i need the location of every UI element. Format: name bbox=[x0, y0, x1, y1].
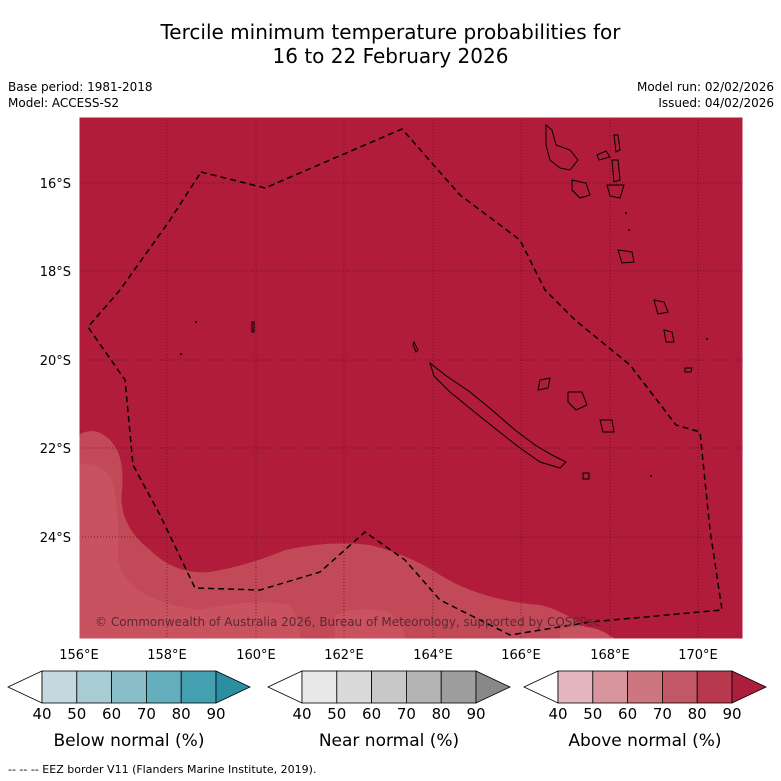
vanuatu-ambae bbox=[596, 150, 611, 161]
colorbar-below-segment bbox=[76, 670, 113, 704]
vanuatu-maewo bbox=[613, 134, 621, 153]
islet-west bbox=[251, 321, 255, 333]
islet-small-3 bbox=[650, 475, 652, 477]
colorbar-near-max-extend bbox=[475, 670, 511, 704]
colorbar-label-below: Below normal (%) bbox=[53, 731, 205, 751]
colorbar-near-tick: 80 bbox=[431, 705, 451, 723]
islet-small-5 bbox=[628, 229, 630, 231]
colorbar-above-tick: 80 bbox=[687, 705, 707, 723]
lowest-probability-region bbox=[79, 464, 615, 639]
belep-island bbox=[412, 340, 419, 353]
colorbar-below-tick: 90 bbox=[206, 705, 226, 723]
new-caledonia-island bbox=[429, 361, 567, 469]
lon-label-156e: 156°E bbox=[59, 648, 99, 663]
colorbar-above-segment bbox=[557, 670, 594, 704]
colorbar-above-segment bbox=[592, 670, 628, 704]
model-run: Model run: 02/02/2026 bbox=[636, 80, 774, 94]
colorbar-above-tick: 50 bbox=[583, 705, 603, 723]
eez-border bbox=[87, 128, 723, 636]
vanuatu-malekula bbox=[571, 179, 591, 199]
colorbar-near-min-extend bbox=[267, 670, 303, 704]
copyright-text: © Commonwealth of Australia 2026, Bureau… bbox=[95, 615, 600, 629]
isle-of-pines bbox=[582, 472, 590, 480]
vanuatu-efate bbox=[617, 249, 635, 264]
loyalty-island-2 bbox=[567, 391, 588, 411]
eez-footnote: -- -- -- EEZ border V11 (Flanders Marine… bbox=[8, 763, 317, 776]
lon-label-160e: 160°E bbox=[236, 648, 276, 663]
colorbar-near-segment bbox=[405, 670, 442, 704]
model-name: Model: ACCESS-S2 bbox=[8, 96, 120, 110]
map-frame bbox=[78, 116, 744, 640]
lon-label-166e: 166°E bbox=[501, 648, 541, 663]
colorbar-below-tick: 50 bbox=[67, 705, 87, 723]
vanuatu-aneityum bbox=[684, 367, 693, 373]
lon-label-158e: 158°E bbox=[147, 648, 187, 663]
colorbar-below-tick: 40 bbox=[32, 705, 52, 723]
colorbar-above-segment bbox=[627, 670, 663, 704]
colorbar-near-tick: 90 bbox=[466, 705, 486, 723]
islet-small-2 bbox=[180, 353, 182, 355]
colorbar-above-normal bbox=[523, 670, 767, 704]
islet-small-1 bbox=[195, 321, 197, 323]
vanuatu-tanna bbox=[663, 329, 675, 343]
issued-date: Issued: 04/02/2026 bbox=[658, 96, 774, 110]
colorbar-above-segment bbox=[662, 670, 698, 704]
vanuatu-epi bbox=[606, 184, 625, 199]
vanuatu-pentecost bbox=[611, 159, 621, 183]
colorbar-above-segment bbox=[696, 670, 733, 704]
lat-label-16s: 16°S bbox=[40, 177, 71, 192]
colorbar-below-normal bbox=[7, 670, 251, 704]
colorbar-below-max-extend bbox=[215, 670, 251, 704]
colorbar-above-tick: 90 bbox=[722, 705, 742, 723]
colorbar-near-segment bbox=[440, 670, 477, 704]
lon-label-164e: 164°E bbox=[413, 648, 453, 663]
lat-label-24s: 24°S bbox=[40, 531, 71, 546]
islet-small-6 bbox=[625, 212, 627, 214]
colorbar-below-tick: 80 bbox=[171, 705, 191, 723]
lat-label-18s: 18°S bbox=[40, 265, 71, 280]
loyalty-island-3 bbox=[599, 419, 615, 433]
colorbar-above-min-extend bbox=[523, 670, 559, 704]
loyalty-island-1 bbox=[537, 377, 551, 391]
graticule bbox=[79, 117, 743, 639]
lon-label-162e: 162°E bbox=[324, 648, 364, 663]
colorbar-near-normal bbox=[267, 670, 511, 704]
colorbar-above-max-extend bbox=[731, 670, 767, 704]
chart-title-line2: 16 to 22 February 2026 bbox=[272, 44, 509, 68]
map-background bbox=[79, 117, 743, 639]
colorbar-near-tick: 70 bbox=[396, 705, 416, 723]
islet-small-4 bbox=[706, 338, 708, 340]
colorbar-below-segment bbox=[111, 670, 147, 704]
colorbar-below-segment bbox=[145, 670, 182, 704]
lat-label-20s: 20°S bbox=[40, 354, 71, 369]
vanuatu-espiritu-santo bbox=[545, 123, 579, 171]
colorbar-below-min-extend bbox=[7, 670, 43, 704]
colorbar-near-tick: 50 bbox=[327, 705, 347, 723]
colorbar-near-tick: 60 bbox=[362, 705, 382, 723]
colorbar-label-above: Above normal (%) bbox=[568, 731, 722, 751]
colorbar-near-segment bbox=[336, 670, 372, 704]
chart-title-line1: Tercile minimum temperature probabilitie… bbox=[160, 20, 621, 44]
lon-label-168e: 168°E bbox=[590, 648, 630, 663]
colorbar-below-segment bbox=[41, 670, 78, 704]
colorbar-below-tick: 70 bbox=[136, 705, 156, 723]
colorbar-near-tick: 40 bbox=[292, 705, 312, 723]
colorbar-above-tick: 70 bbox=[652, 705, 672, 723]
base-period: Base period: 1981-2018 bbox=[8, 80, 153, 94]
lon-label-170e: 170°E bbox=[678, 648, 718, 663]
colorbar-near-segment bbox=[301, 670, 338, 704]
colorbar-above-tick: 40 bbox=[548, 705, 568, 723]
colorbar-near-segment bbox=[371, 670, 407, 704]
vanuatu-erromango bbox=[653, 299, 669, 315]
lat-label-22s: 22°S bbox=[40, 442, 71, 457]
colorbar-label-near: Near normal (%) bbox=[318, 731, 460, 751]
colorbar-below-segment bbox=[180, 670, 217, 704]
lower-probability-region bbox=[79, 431, 600, 639]
colorbar-above-tick: 60 bbox=[618, 705, 638, 723]
colorbar-below-tick: 60 bbox=[102, 705, 122, 723]
